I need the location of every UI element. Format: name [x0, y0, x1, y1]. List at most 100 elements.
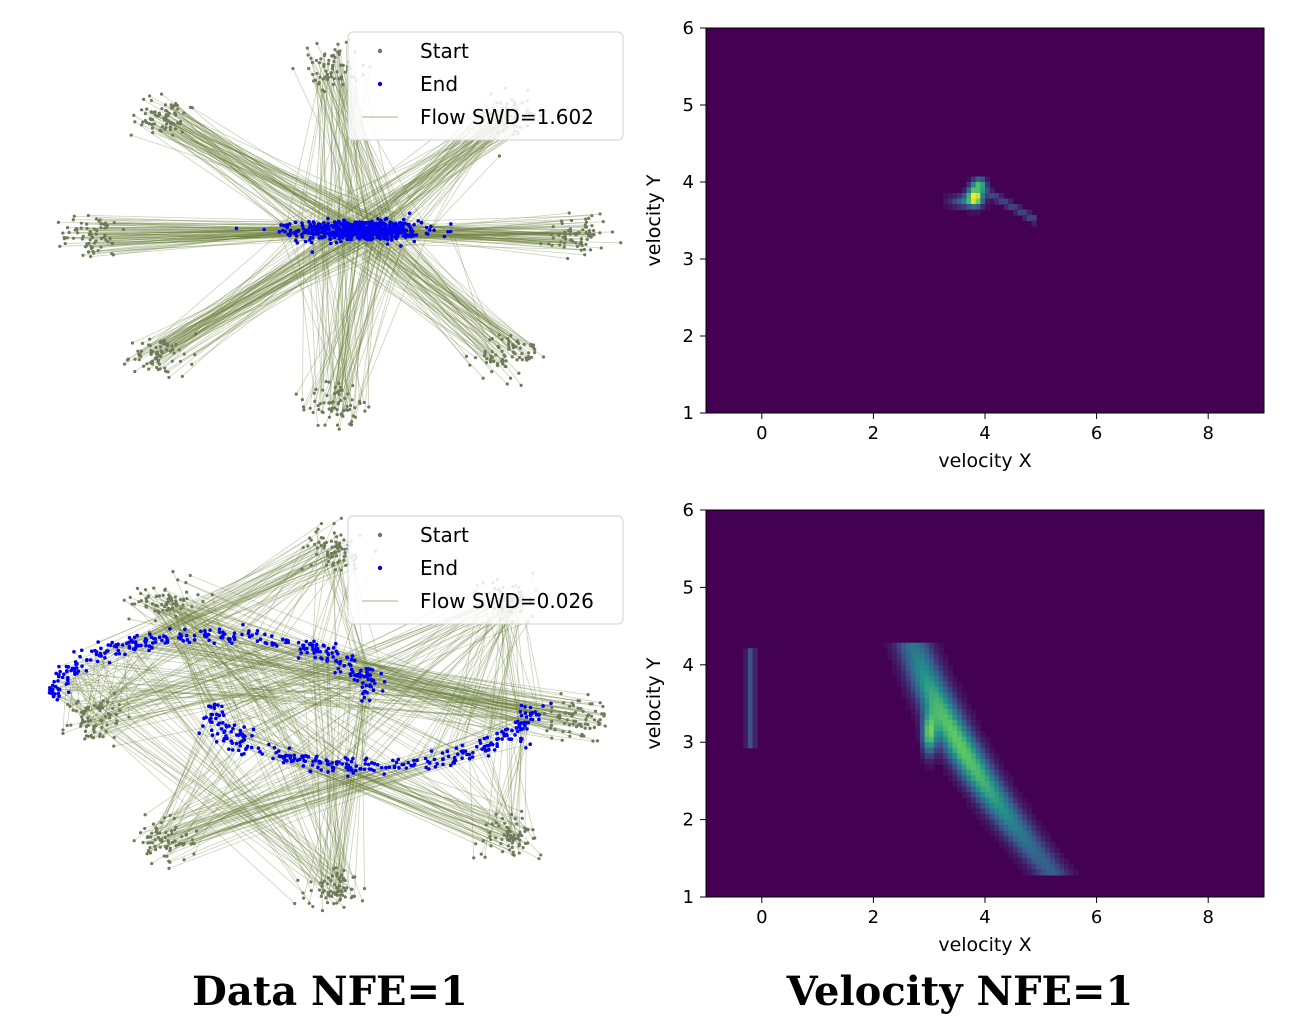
heatmap-cell: [887, 653, 893, 660]
heatmap-cell: [994, 836, 1000, 843]
start-point: [143, 112, 147, 116]
end-point: [470, 755, 475, 759]
flow-line: [165, 118, 324, 231]
heatmap-cell: [924, 720, 930, 727]
start-point: [551, 236, 555, 240]
flow-line: [491, 712, 526, 825]
start-point: [351, 875, 355, 879]
flow-line: [328, 224, 409, 404]
start-point: [143, 588, 148, 592]
end-point: [275, 644, 279, 648]
start-point: [84, 734, 89, 738]
heatmap-cell: [752, 697, 758, 705]
start-point: [490, 350, 494, 354]
start-point: [592, 718, 597, 722]
heatmap-cell: [915, 659, 921, 666]
flow-line: [164, 230, 372, 342]
flow-line: [152, 542, 327, 644]
heatmap-cell: [924, 703, 930, 710]
end-point: [184, 633, 189, 638]
start-point: [103, 714, 107, 719]
heatmap-cell: [985, 791, 991, 799]
heatmap-cell: [1017, 852, 1023, 859]
end-point: [385, 242, 390, 246]
heatmap-cell: [938, 659, 944, 666]
start-point: [489, 837, 493, 842]
heatmap-cell: [975, 187, 981, 194]
flow-line: [81, 227, 298, 232]
flow-line: [318, 83, 363, 231]
start-point: [159, 345, 163, 349]
heatmap-cell: [957, 703, 963, 710]
start-point: [167, 841, 171, 845]
flow-line: [295, 90, 323, 233]
flow-line: [98, 544, 338, 643]
start-point: [350, 887, 354, 891]
flow-line: [411, 236, 582, 251]
x-tick-label: 6: [1091, 423, 1102, 444]
start-point: [160, 602, 164, 607]
heatmap-cell: [1026, 841, 1033, 848]
flow-line: [152, 119, 358, 224]
end-point: [347, 234, 352, 238]
start-point: [330, 409, 334, 413]
heatmap-cell: [1003, 814, 1009, 821]
start-point: [89, 233, 93, 237]
start-point: [170, 606, 175, 610]
start-point: [542, 711, 547, 716]
start-point: [307, 901, 311, 905]
flow-line: [139, 223, 291, 355]
heatmap-cell: [919, 720, 926, 727]
start-point: [99, 245, 103, 249]
flow-line: [313, 80, 368, 231]
start-point: [73, 228, 77, 232]
flow-line: [163, 232, 364, 345]
heatmap-cell: [971, 764, 977, 771]
heatmap-cell: [1022, 819, 1028, 826]
end-point: [263, 632, 267, 637]
flow-line: [318, 232, 488, 360]
start-point: [201, 600, 205, 604]
flow-line: [325, 71, 378, 238]
heatmap-cell: [743, 664, 749, 671]
start-point: [309, 56, 313, 60]
start-point: [151, 822, 155, 826]
heatmap-cell: [905, 686, 912, 694]
heatmap-cell: [989, 198, 995, 205]
flow-line: [312, 232, 324, 413]
flow-line: [96, 230, 334, 237]
x-tick-label: 6: [1091, 907, 1102, 928]
end-point: [369, 684, 373, 689]
start-point: [329, 555, 333, 559]
start-point: [502, 833, 506, 837]
start-point: [506, 337, 510, 341]
flow-line: [152, 127, 340, 228]
start-point: [506, 342, 511, 346]
end-point: [407, 234, 411, 239]
heatmap-cell: [743, 686, 749, 694]
flow-line: [364, 230, 518, 342]
start-point: [125, 358, 130, 362]
end-point: [344, 233, 348, 238]
start-point: [315, 552, 319, 556]
start-point: [145, 107, 149, 111]
start-point: [510, 355, 514, 359]
heatmap-cell: [1017, 863, 1023, 870]
heatmap-cell: [892, 659, 898, 666]
heatmap-cell: [1036, 819, 1042, 826]
start-point: [193, 353, 197, 357]
heatmap-cell: [752, 681, 758, 688]
start-point: [83, 729, 88, 734]
end-point: [238, 728, 243, 733]
heatmap-cell: [966, 209, 972, 216]
heatmap-cell: [1012, 808, 1019, 815]
start-point: [598, 212, 602, 216]
end-point: [364, 236, 368, 240]
heatmap-cell: [989, 819, 995, 826]
flow-line: [184, 229, 371, 355]
end-point: [412, 758, 416, 763]
end-point: [357, 237, 362, 241]
flow-line: [159, 228, 354, 365]
heatmap-cell: [743, 681, 749, 688]
end-point: [319, 768, 323, 772]
